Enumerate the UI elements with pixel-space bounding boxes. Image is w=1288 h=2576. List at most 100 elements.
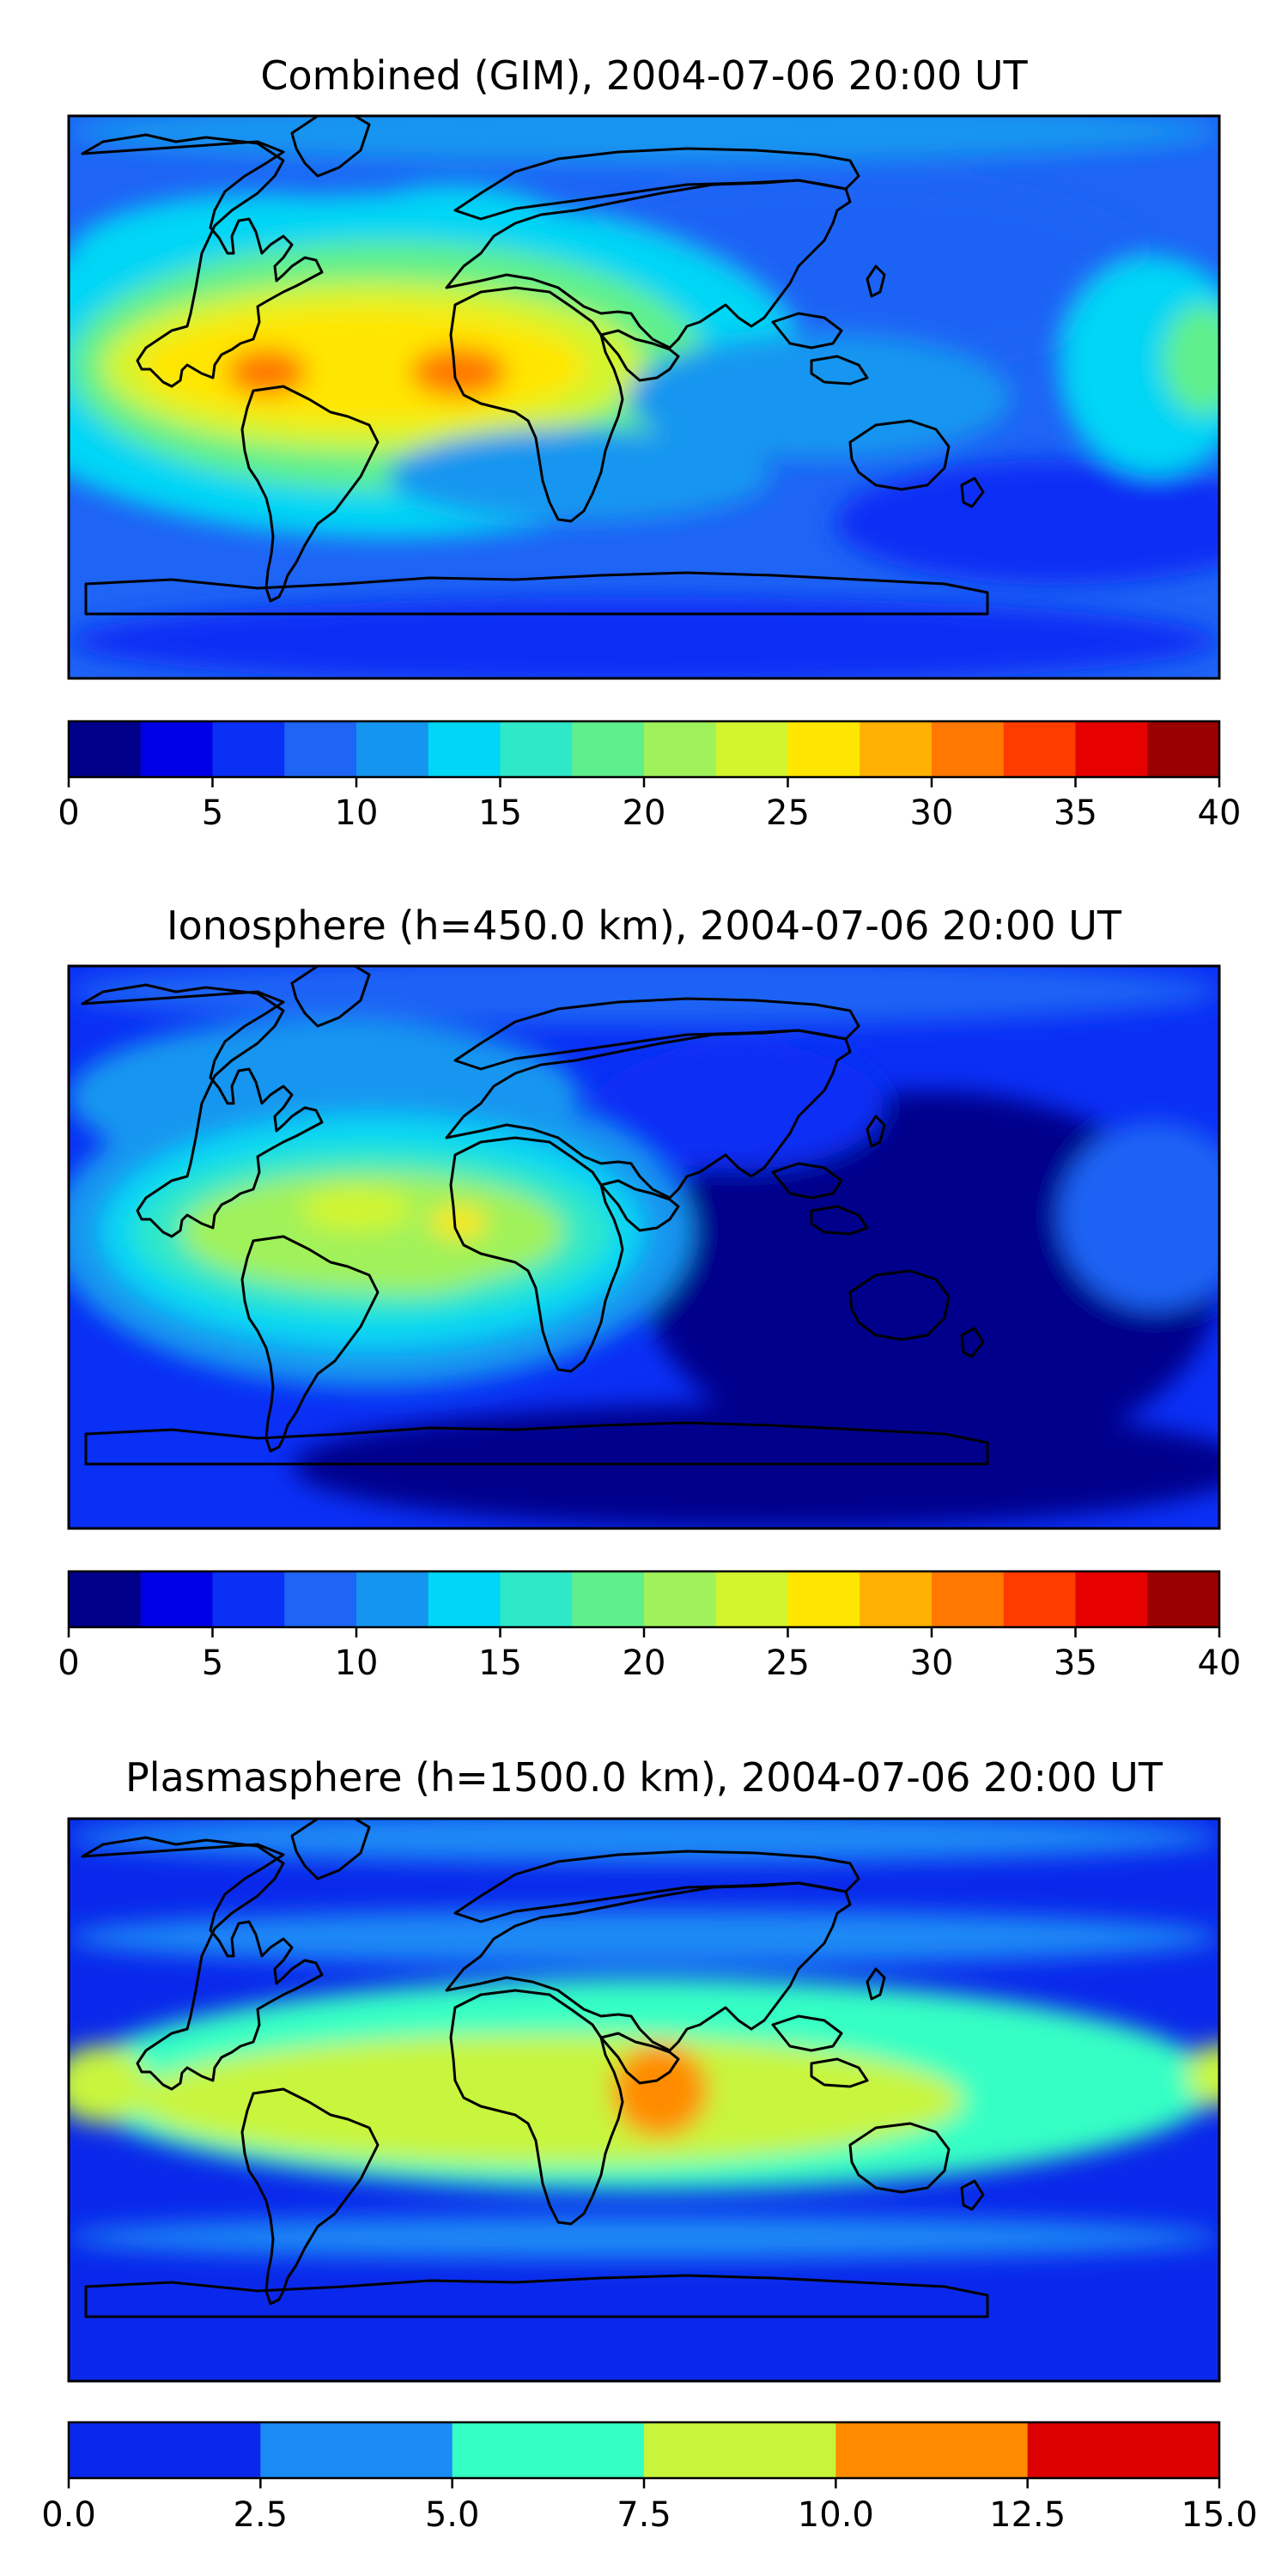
- colorbar-segment: [1027, 2422, 1220, 2478]
- colorbar-tick-label: 15: [478, 1643, 522, 1683]
- colorbar-segment: [284, 721, 357, 777]
- heat-blob: [611, 2044, 708, 2138]
- colorbar: 0 5 10 15 20 25 30 35 40: [58, 720, 1242, 833]
- colorbar-tick-label: 30: [910, 1643, 954, 1683]
- heat-blob: [410, 347, 507, 398]
- colorbar-segment: [1003, 1571, 1076, 1627]
- panel-ionosphere: Ionosphere (h=450.0 km), 2004-07-06 20:0…: [58, 902, 1242, 1683]
- heat-blob: [69, 597, 1219, 678]
- colorbar-segment: [356, 1571, 429, 1627]
- colorbar-segment: [428, 721, 501, 777]
- colorbar-segment: [284, 1571, 357, 1627]
- colorbar-segment: [500, 1571, 573, 1627]
- chart-title: Ionosphere (h=450.0 km), 2004-07-06 20:0…: [167, 902, 1122, 949]
- colorbar: 0 5 10 15 20 25 30 35 40: [58, 1570, 1242, 1683]
- heat-blob: [596, 1043, 884, 1170]
- colorbar-segment: [212, 1571, 285, 1627]
- colorbar-segment: [260, 2422, 453, 2478]
- colorbar-segment: [572, 721, 645, 777]
- colorbar-segment: [932, 721, 1005, 777]
- panel-plasmasphere: Plasmasphere (h=1500.0 km), 2004-07-06 2…: [41, 1754, 1257, 2535]
- colorbar-segment: [69, 2422, 261, 2478]
- heat-blob: [292, 1403, 1219, 1528]
- colorbar-tick-label: 15.0: [1181, 2495, 1257, 2535]
- heat-blob: [388, 428, 772, 523]
- colorbar-tick-label: 10.0: [798, 2495, 874, 2535]
- colorbar-tick-label: 15: [478, 793, 522, 833]
- map-frame: [67, 1817, 1221, 2383]
- colorbar-segment: [212, 721, 285, 777]
- colorbar-segment: [835, 2422, 1029, 2478]
- colorbar-segment: [787, 1571, 860, 1627]
- colorbar-segment: [1075, 1571, 1148, 1627]
- colorbar-segment: [69, 1571, 142, 1627]
- colorbar-tick-label: 25: [766, 1643, 810, 1683]
- panel-combined: Combined (GIM), 2004-07-06 20:00 UT 0 5 10…: [58, 52, 1242, 833]
- colorbar-tick-label: 40: [1198, 1643, 1242, 1683]
- colorbar-tick-label: 25: [766, 793, 810, 833]
- colorbar-tick-label: 7.5: [617, 2495, 671, 2535]
- map-frame: [67, 964, 1221, 1530]
- colorbar-segment: [860, 721, 933, 777]
- colorbar-segment: [69, 721, 142, 777]
- colorbar-segment: [452, 2422, 645, 2478]
- colorbar-segment: [932, 1571, 1005, 1627]
- colorbar-tick-label: 10: [335, 1643, 379, 1683]
- colorbar-segment: [500, 721, 573, 777]
- colorbar-segment: [572, 1571, 645, 1627]
- colorbar-segment: [1003, 721, 1076, 777]
- heat-blob: [1187, 2044, 1219, 2106]
- colorbar-tick-label: 5: [202, 793, 223, 833]
- colorbar-tick-label: 20: [623, 1643, 666, 1683]
- colorbar-segment: [140, 1571, 213, 1627]
- colorbar-tick-label: 5: [202, 1643, 223, 1683]
- heat-blob: [628, 334, 1012, 460]
- colorbar-segment: [715, 1571, 788, 1627]
- heat-blob: [324, 1250, 484, 1295]
- heat-blob: [132, 2034, 964, 2166]
- heat-blob: [69, 2215, 1219, 2260]
- colorbar-tick-label: 12.5: [989, 2495, 1066, 2535]
- colorbar-tick-label: 0.0: [41, 2495, 96, 2535]
- heat-field: [69, 1819, 1219, 2260]
- chart-title: Combined (GIM), 2004-07-06 20:00 UT: [260, 52, 1028, 99]
- heat-blob: [69, 1819, 1219, 1862]
- heat-field: [69, 116, 1219, 678]
- colorbar-segment: [787, 721, 860, 777]
- heat-blob: [69, 2044, 149, 2123]
- colorbar-segment: [644, 721, 717, 777]
- colorbar-segment: [1147, 721, 1220, 777]
- colorbar-segment: [860, 1571, 933, 1627]
- colorbar: 0.0 2.5 5.0 7.5 10.0 12.5 15.0: [41, 2421, 1258, 2535]
- heat-blob: [1163, 305, 1219, 415]
- colorbar-segment: [715, 721, 788, 777]
- colorbar-segment: [356, 721, 429, 777]
- colorbar-segment: [644, 1571, 717, 1627]
- heat-blob: [429, 1206, 488, 1238]
- colorbar-segment: [1075, 721, 1148, 777]
- colorbar-tick-label: 35: [1054, 1643, 1097, 1683]
- colorbar-segment: [140, 721, 213, 777]
- colorbar-tick-label: 20: [623, 793, 666, 833]
- colorbar-tick-label: 35: [1054, 793, 1097, 833]
- heat-blob: [138, 306, 586, 426]
- colorbar-segment: [644, 2422, 836, 2478]
- heat-blob: [227, 349, 307, 396]
- colorbar-tick-label: 10: [335, 793, 379, 833]
- heat-blob: [300, 1188, 413, 1232]
- colorbar-segment: [428, 1571, 501, 1627]
- colorbar-tick-label: 5.0: [425, 2495, 480, 2535]
- colorbar-tick-label: 0: [58, 1643, 79, 1683]
- heat-blob: [69, 116, 1219, 163]
- colorbar-tick-label: 30: [910, 793, 954, 833]
- colorbar-tick-label: 2.5: [234, 2495, 289, 2535]
- heat-blob: [835, 459, 1219, 585]
- colorbar-tick-label: 40: [1198, 793, 1242, 833]
- heat-blob: [69, 1909, 1219, 1966]
- heat-blob: [1059, 1121, 1219, 1310]
- colorbar-tick-label: 0: [58, 793, 79, 833]
- heat-blob: [1059, 256, 1219, 476]
- heat-blob: [69, 966, 1219, 1026]
- map-frame: [67, 114, 1221, 680]
